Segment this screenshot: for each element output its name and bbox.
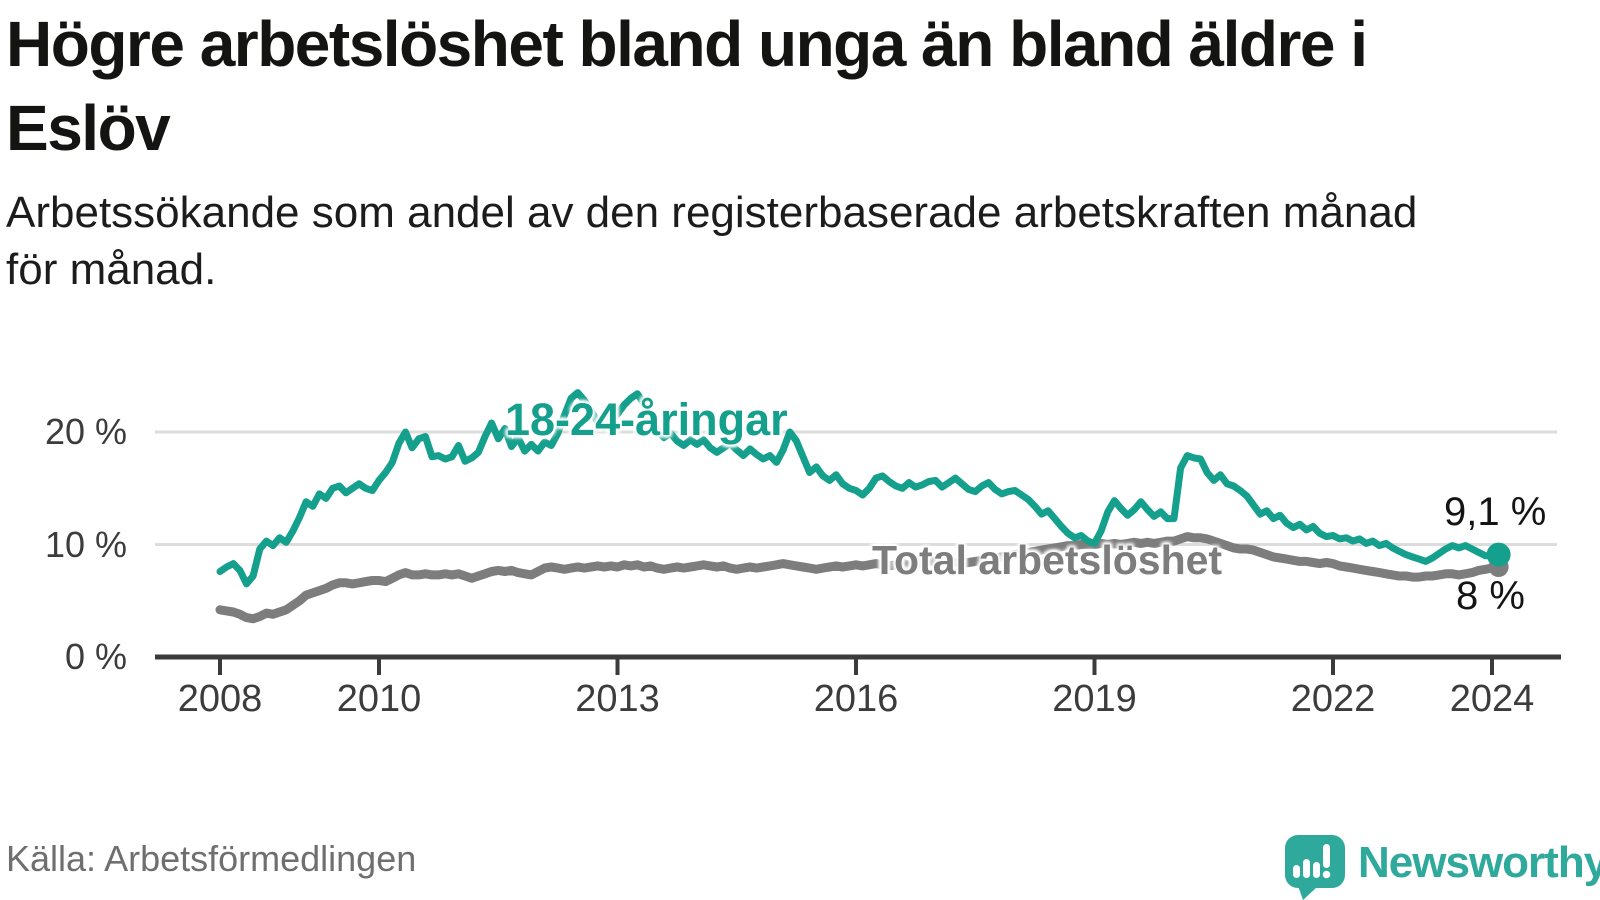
logo-exclamation-dot xyxy=(1322,870,1331,879)
newsworthy-brand-text: Newsworthy xyxy=(1358,838,1600,887)
subtitle-line-1: Arbetssökande som andel av den registerb… xyxy=(6,188,1418,237)
x-tick-label: 2019 xyxy=(1052,678,1137,720)
series-line-total xyxy=(215,532,1504,624)
source-note: Källa: Arbetsförmedlingen xyxy=(6,838,417,879)
y-tick-label: 10 % xyxy=(44,523,127,565)
chart-subtitle: Arbetssökande som andel av den registerb… xyxy=(6,184,1586,298)
logo-bubble xyxy=(1285,835,1345,888)
newsworthy-logo-icon xyxy=(1285,835,1345,900)
subtitle-line-2: för månad. xyxy=(6,245,217,294)
end-value-total: 8 % xyxy=(1456,574,1525,618)
logo-exclamation-bar xyxy=(1323,844,1330,868)
title-line-1: Högre arbetslöshet bland unga än bland ä… xyxy=(6,8,1368,80)
logo-bar-3 xyxy=(1313,862,1320,878)
x-tick-label: 2024 xyxy=(1449,678,1535,720)
series-label-18-24: 18-24-åringar xyxy=(505,394,788,445)
x-tick-label: 2022 xyxy=(1290,678,1376,720)
page-title: Högre arbetslöshet bland unga än bland ä… xyxy=(6,2,1586,170)
y-tick-label: 0 % xyxy=(64,636,127,677)
y-tick-label: 20 % xyxy=(44,411,127,452)
x-tick-label: 2016 xyxy=(813,678,899,720)
x-tick-label: 2008 xyxy=(177,678,263,720)
logo-bar-2 xyxy=(1303,859,1310,878)
x-tick-label: 2013 xyxy=(575,678,660,720)
series-line-18-24 xyxy=(216,389,1503,588)
x-tick-label: 2010 xyxy=(336,678,422,720)
series-end-dot-18-24 xyxy=(1486,542,1511,567)
logo-bubble-tail xyxy=(1297,883,1317,900)
series-label-total: Total arbetslöshet xyxy=(872,537,1223,583)
end-value-18-24: 9,1 % xyxy=(1444,490,1547,534)
title-line-2: Eslöv xyxy=(6,92,171,164)
logo-bar-1 xyxy=(1293,865,1300,878)
